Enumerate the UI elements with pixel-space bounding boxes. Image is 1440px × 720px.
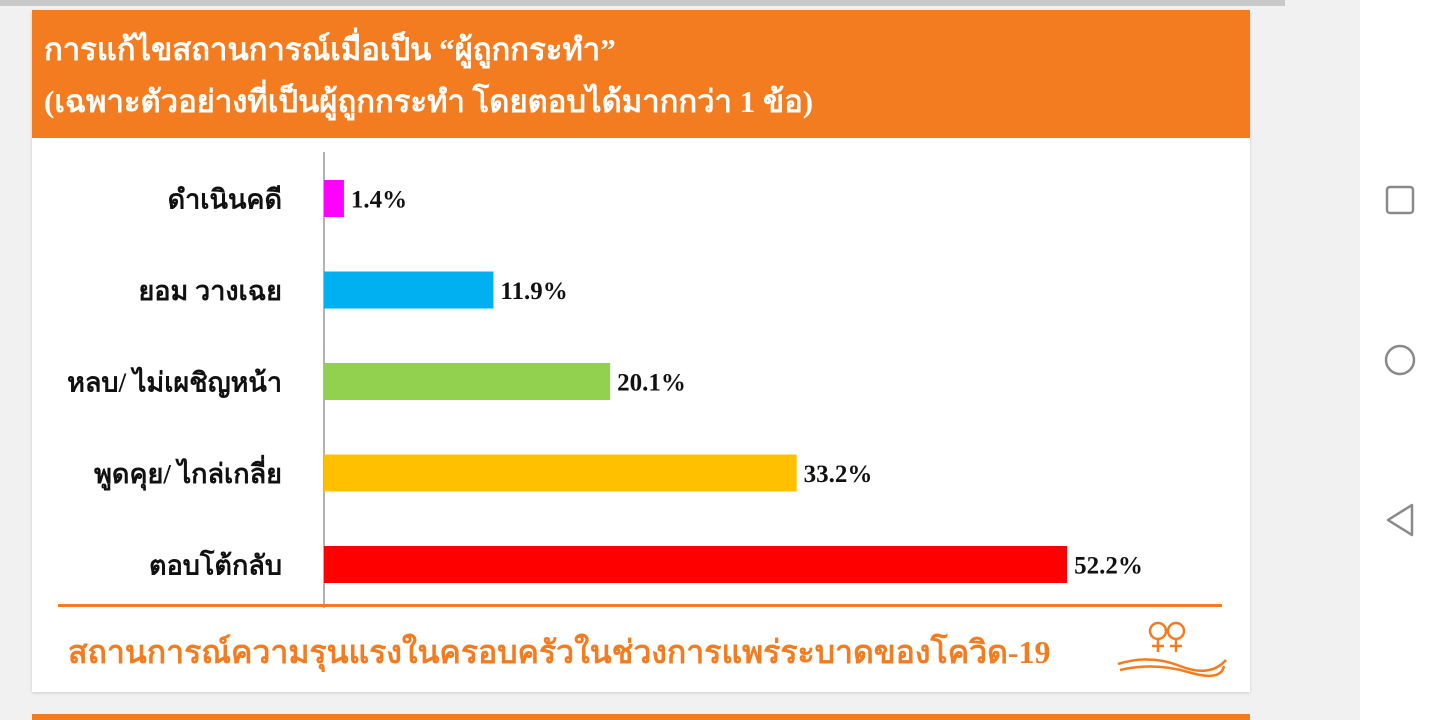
data-label: 11.9%: [500, 278, 567, 305]
bar: [324, 271, 494, 309]
category-label: ยอม วางเฉย: [138, 276, 282, 306]
category-label: ตอบโต้กลับ: [149, 549, 282, 581]
circle-icon[interactable]: [1380, 340, 1420, 380]
data-label: 33.2%: [804, 461, 873, 488]
next-slide-edge: [32, 714, 1250, 720]
category-label: หลบ/ ไม่เผชิญหน้า: [67, 367, 282, 399]
bar: [324, 454, 797, 492]
previous-slide-edge: [0, 0, 1285, 6]
bar: [324, 546, 1068, 583]
bar: [324, 363, 611, 400]
navigation-bar: [1360, 0, 1440, 720]
data-label: 1.4%: [351, 187, 407, 214]
category-label: ดำเนินคดี: [168, 185, 282, 215]
data-label: 20.1%: [617, 370, 686, 397]
data-label: 52.2%: [1074, 553, 1143, 580]
footer-divider: [58, 604, 1222, 607]
triangle-left-icon[interactable]: [1380, 500, 1420, 540]
square-icon[interactable]: [1380, 180, 1420, 220]
foundation-logo: [1117, 621, 1227, 678]
footer-title: สถานการณ์ความรุนแรงในครอบครัวในช่วงการแพ…: [68, 634, 1051, 670]
bar: [324, 180, 344, 217]
category-label: พูดคุย/ ไกล่เกลี่ย: [94, 454, 282, 491]
slide-subtitle: (เฉพาะตัวอย่างที่เป็นผู้ถูกกระทำ โดยตอบไ…: [44, 84, 814, 119]
slide-header: การแก้ไขสถานการณ์เมื่อเป็น “ผู้ถูกกระทำ”…: [32, 10, 1250, 138]
slide-title: การแก้ไขสถานการณ์เมื่อเป็น “ผู้ถูกกระทำ”: [44, 32, 616, 67]
bar-chart: ดำเนินคดี 1.4% ยอม วางเฉย 11.9% หลบ/ ไม่เผชิ…: [67, 152, 1143, 608]
slide: การแก้ไขสถานการณ์เมื่อเป็น “ผู้ถูกกระทำ”…: [32, 10, 1250, 692]
